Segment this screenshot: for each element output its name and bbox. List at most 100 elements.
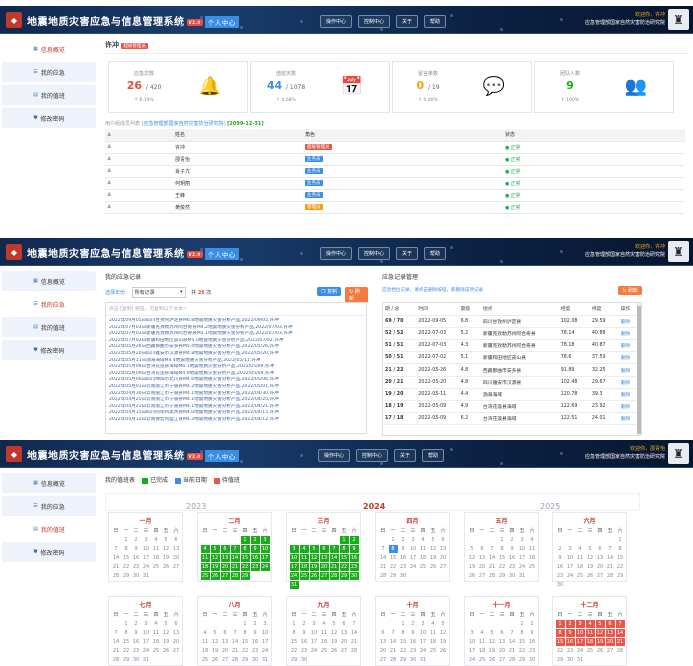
- day-cell[interactable]: 25: [528, 563, 536, 570]
- day-cell[interactable]: 13: [221, 638, 229, 645]
- day-cell[interactable]: 6: [174, 536, 178, 543]
- day-cell[interactable]: 13: [379, 638, 387, 645]
- day-cell[interactable]: 3: [289, 544, 299, 553]
- day-cell[interactable]: 3: [421, 620, 425, 627]
- sidebar-item-emergency[interactable]: ☰ 我的应急: [2, 496, 96, 516]
- day-cell[interactable]: 20: [172, 554, 180, 561]
- day-cell[interactable]: 12: [309, 553, 319, 562]
- day-cell[interactable]: 24: [261, 647, 269, 654]
- day-cell[interactable]: 17: [409, 554, 417, 561]
- day-cell[interactable]: 7: [381, 545, 385, 552]
- day-cell[interactable]: 14: [112, 638, 120, 645]
- delete-link[interactable]: 删除: [618, 327, 641, 341]
- day-cell[interactable]: 25: [152, 563, 160, 570]
- day-cell[interactable]: 29: [241, 656, 249, 663]
- nav-about[interactable]: 关于: [396, 15, 419, 28]
- day-cell[interactable]: 27: [596, 572, 604, 579]
- day-cell[interactable]: 8: [500, 545, 504, 552]
- day-cell[interactable]: 11: [152, 629, 160, 636]
- nav-operation-center[interactable]: 操作中心: [320, 247, 353, 260]
- day-cell[interactable]: 21: [329, 562, 339, 571]
- day-cell[interactable]: 31: [261, 656, 269, 663]
- day-cell[interactable]: 6: [220, 544, 230, 553]
- day-cell[interactable]: 11: [478, 638, 486, 645]
- day-cell[interactable]: 15: [389, 554, 397, 561]
- day-cell[interactable]: 9: [134, 545, 138, 552]
- day-cell[interactable]: 28: [488, 572, 496, 579]
- day-cell[interactable]: 6: [342, 620, 346, 627]
- day-cell[interactable]: 29: [122, 656, 130, 663]
- day-cell[interactable]: 16: [250, 553, 260, 562]
- avatar[interactable]: ♜: [668, 9, 689, 30]
- day-cell[interactable]: 21: [112, 563, 120, 570]
- day-cell[interactable]: 3: [411, 536, 415, 543]
- day-cell[interactable]: 26: [596, 647, 604, 654]
- day-cell[interactable]: 17: [468, 647, 476, 654]
- day-cell[interactable]: 2: [253, 620, 257, 627]
- sidebar-item-overview[interactable]: ▦ 信息概览: [2, 271, 96, 291]
- day-cell[interactable]: 7: [352, 620, 356, 627]
- day-cell[interactable]: 16: [565, 637, 575, 646]
- day-cell[interactable]: 10: [260, 544, 270, 553]
- delete-link[interactable]: 删除: [618, 376, 641, 389]
- delete-link[interactable]: 删除: [618, 339, 641, 353]
- day-cell[interactable]: 8: [124, 545, 128, 552]
- day-cell[interactable]: 31: [419, 656, 427, 663]
- day-cell[interactable]: 12: [468, 554, 476, 561]
- day-cell[interactable]: 7: [230, 544, 240, 553]
- day-cell[interactable]: 30: [399, 572, 407, 579]
- day-cell[interactable]: 17: [289, 562, 299, 571]
- day-cell[interactable]: 25: [586, 647, 594, 654]
- day-cell[interactable]: 30: [349, 571, 359, 580]
- day-cell[interactable]: 20: [172, 638, 180, 645]
- nav-control-center[interactable]: 控制中心: [358, 15, 391, 28]
- day-cell[interactable]: 25: [152, 647, 160, 654]
- day-cell[interactable]: 15: [498, 554, 506, 561]
- day-cell[interactable]: 16: [251, 638, 259, 645]
- day-cell[interactable]: 1: [292, 620, 296, 627]
- day-cell[interactable]: 3: [312, 620, 316, 627]
- day-cell[interactable]: 28: [616, 647, 624, 654]
- day-cell[interactable]: 18: [152, 554, 160, 561]
- day-cell[interactable]: 28: [389, 656, 397, 663]
- day-cell[interactable]: 28: [379, 572, 387, 579]
- day-cell[interactable]: 27: [220, 571, 230, 580]
- personal-center-link[interactable]: 个人中心: [204, 16, 239, 28]
- day-cell[interactable]: 20: [340, 638, 348, 645]
- day-cell[interactable]: 20: [221, 647, 229, 654]
- sidebar-item-duty[interactable]: ▤ 我的值班: [2, 519, 96, 539]
- day-cell[interactable]: 2: [530, 620, 534, 627]
- day-cell[interactable]: 12: [210, 553, 220, 562]
- day-cell[interactable]: 12: [211, 638, 219, 645]
- day-cell[interactable]: 30: [528, 656, 536, 663]
- day-cell[interactable]: 4: [578, 545, 582, 552]
- day-cell[interactable]: 20: [596, 563, 604, 570]
- day-cell[interactable]: 19: [439, 638, 447, 645]
- day-cell[interactable]: 26: [586, 572, 594, 579]
- day-cell[interactable]: 12: [586, 554, 594, 561]
- day-cell[interactable]: 22: [122, 647, 130, 654]
- day-cell[interactable]: 29: [556, 656, 564, 663]
- day-cell[interactable]: 21: [615, 637, 625, 646]
- nav-help[interactable]: 帮助: [424, 247, 447, 260]
- day-cell[interactable]: 29: [122, 572, 130, 579]
- day-cell[interactable]: 10: [261, 629, 269, 636]
- day-cell[interactable]: 23: [508, 563, 516, 570]
- day-cell[interactable]: 13: [478, 554, 486, 561]
- day-cell[interactable]: 2: [134, 536, 138, 543]
- day-cell[interactable]: 18: [320, 638, 328, 645]
- day-cell[interactable]: 16: [349, 553, 359, 562]
- day-cell[interactable]: 3: [263, 620, 267, 627]
- day-cell[interactable]: 21: [379, 563, 387, 570]
- day-cell[interactable]: 29: [399, 656, 407, 663]
- day-cell[interactable]: 24: [310, 647, 318, 654]
- day-cell[interactable]: 14: [231, 638, 239, 645]
- day-cell[interactable]: 1: [401, 620, 405, 627]
- day-cell[interactable]: 9: [134, 629, 138, 636]
- day-cell[interactable]: 3: [470, 629, 474, 636]
- day-cell[interactable]: 2: [250, 535, 260, 544]
- day-cell[interactable]: 20: [379, 647, 387, 654]
- day-cell[interactable]: 11: [201, 638, 209, 645]
- day-cell[interactable]: 24: [576, 647, 584, 654]
- day-cell[interactable]: 12: [488, 638, 496, 645]
